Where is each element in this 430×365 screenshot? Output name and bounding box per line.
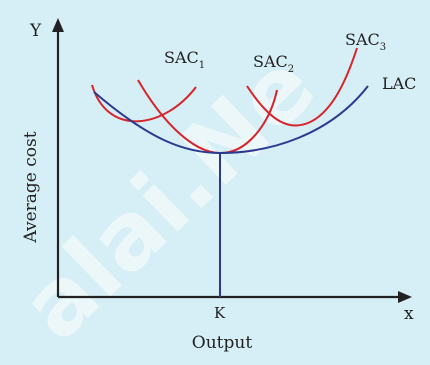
watermark-text: alai.Ne — [1, 33, 335, 361]
x-axis-label: x — [404, 304, 414, 324]
y-axis-label: Y — [29, 21, 42, 41]
sac2-label-base: SAC — [253, 52, 288, 71]
y-axis-title: Average cost — [21, 131, 41, 243]
y-axis-arrow — [52, 18, 64, 32]
sac3-label: SAC3 — [345, 30, 386, 53]
sac1-label-sub: 1 — [199, 60, 205, 71]
lac-curve — [93, 85, 369, 155]
sac3-label-base: SAC — [345, 30, 380, 49]
sac1-curve — [91, 84, 197, 123]
sac1-label: SAC1 — [164, 48, 205, 71]
sac2-label: SAC2 — [253, 52, 294, 75]
lac-label: LAC — [382, 74, 416, 93]
x-axis-arrow — [398, 291, 412, 303]
point-k-label: K — [214, 304, 226, 322]
sac2-label-sub: 2 — [288, 64, 294, 75]
sac3-curve — [246, 47, 358, 127]
sac3-label-sub: 3 — [380, 42, 386, 53]
sac1-label-base: SAC — [164, 48, 199, 67]
x-axis-title: Output — [192, 333, 253, 353]
